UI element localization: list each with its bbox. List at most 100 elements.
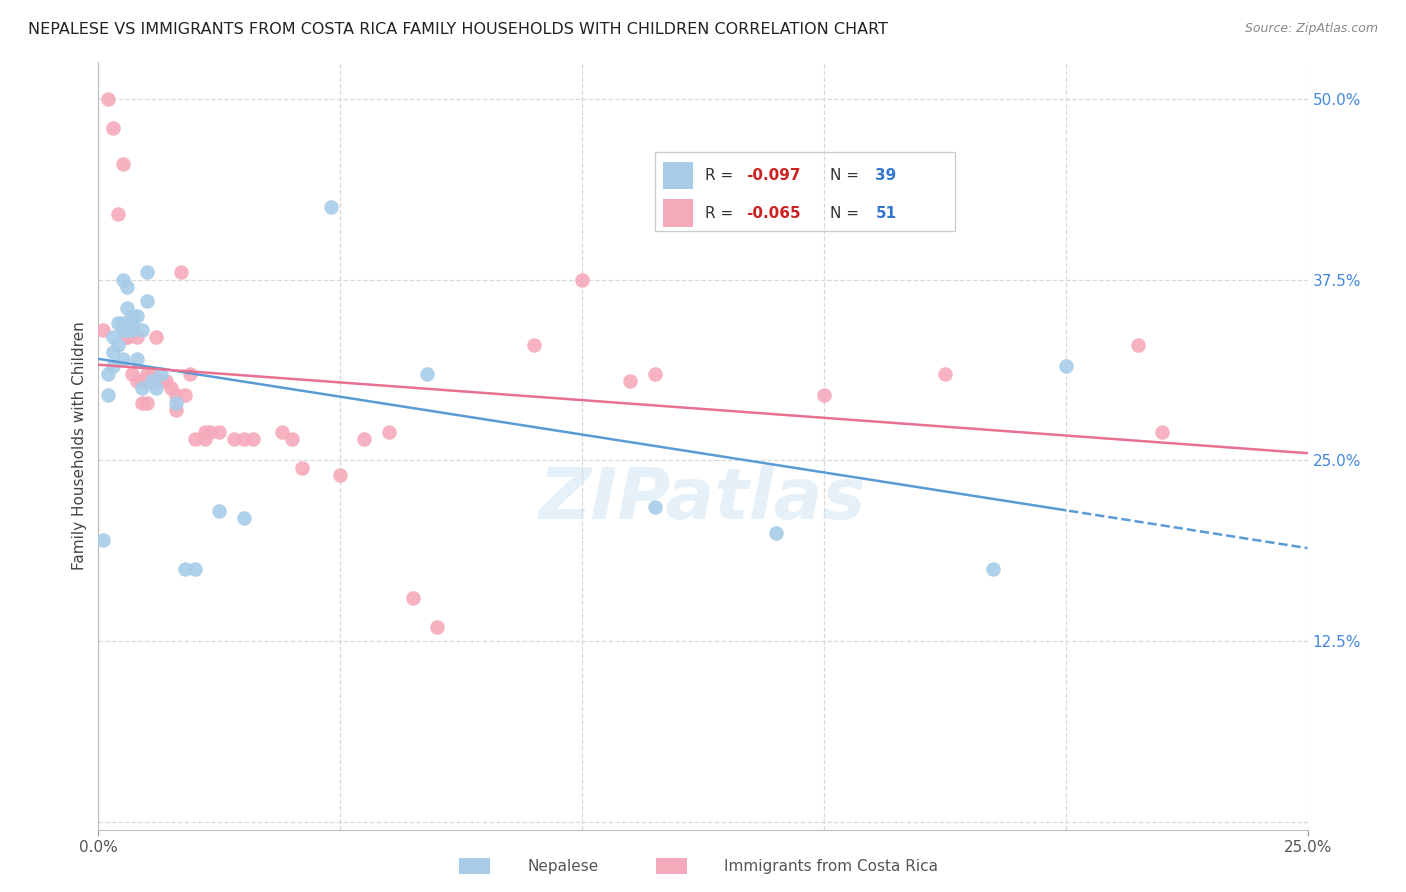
Point — [91, 533, 114, 547]
Bar — [655, 858, 688, 874]
Point — [141, 374, 163, 388]
Point — [145, 374, 167, 388]
Bar — [662, 161, 693, 189]
Point — [141, 367, 163, 381]
Point — [91, 323, 114, 337]
Point — [174, 562, 197, 576]
Point — [135, 294, 157, 309]
Point — [121, 367, 143, 381]
Point — [1054, 359, 1077, 374]
Point — [111, 323, 134, 337]
Point — [150, 367, 173, 381]
Point — [155, 374, 177, 388]
Point — [165, 402, 187, 417]
Point — [165, 388, 187, 402]
Point — [117, 323, 139, 337]
Text: -0.097: -0.097 — [747, 168, 801, 183]
Point — [117, 330, 139, 344]
Bar — [662, 200, 693, 227]
Point — [281, 432, 304, 446]
Point — [208, 425, 231, 439]
Point — [107, 316, 129, 330]
Text: NEPALESE VS IMMIGRANTS FROM COSTA RICA FAMILY HOUSEHOLDS WITH CHILDREN CORRELATI: NEPALESE VS IMMIGRANTS FROM COSTA RICA F… — [28, 22, 889, 37]
Point — [198, 425, 221, 439]
Point — [1128, 337, 1150, 351]
Point — [232, 432, 254, 446]
Point — [111, 352, 134, 367]
Point — [402, 591, 425, 605]
Point — [571, 272, 593, 286]
Text: Nepalese: Nepalese — [527, 859, 599, 873]
Point — [131, 381, 153, 395]
Text: Immigrants from Costa Rica: Immigrants from Costa Rica — [724, 859, 938, 873]
Point — [981, 562, 1004, 576]
Point — [145, 381, 167, 395]
Point — [135, 265, 157, 279]
Point — [145, 330, 167, 344]
Point — [353, 432, 375, 446]
Point — [111, 157, 134, 171]
Point — [174, 388, 197, 402]
Point — [426, 620, 449, 634]
Point — [117, 301, 139, 316]
Point — [111, 323, 134, 337]
Point — [131, 395, 153, 409]
Point — [232, 511, 254, 525]
Point — [160, 381, 183, 395]
Point — [131, 323, 153, 337]
Point — [165, 395, 187, 409]
Point — [97, 388, 120, 402]
Point — [169, 265, 191, 279]
Point — [117, 330, 139, 344]
Point — [644, 500, 666, 514]
Point — [111, 316, 134, 330]
Point — [101, 330, 124, 344]
Point — [813, 388, 835, 402]
Point — [131, 374, 153, 388]
Point — [97, 92, 120, 106]
Point — [319, 200, 342, 214]
Point — [184, 432, 207, 446]
Point — [127, 309, 149, 323]
Point — [127, 352, 149, 367]
Point — [127, 374, 149, 388]
Text: 51: 51 — [876, 206, 897, 221]
Y-axis label: Family Households with Children: Family Households with Children — [72, 322, 87, 570]
Point — [619, 374, 641, 388]
Point — [101, 120, 124, 135]
Point — [101, 345, 124, 359]
Text: -0.065: -0.065 — [747, 206, 801, 221]
Point — [121, 309, 143, 323]
Point — [222, 432, 245, 446]
Point — [184, 562, 207, 576]
Text: R =: R = — [704, 206, 738, 221]
Text: Source: ZipAtlas.com: Source: ZipAtlas.com — [1244, 22, 1378, 36]
Point — [934, 367, 956, 381]
Point — [121, 323, 143, 337]
Text: ZIPatlas: ZIPatlas — [540, 466, 866, 534]
Point — [107, 337, 129, 351]
Point — [416, 367, 439, 381]
Point — [194, 425, 217, 439]
Point — [101, 359, 124, 374]
Point — [117, 280, 139, 294]
Point — [107, 207, 129, 221]
Point — [271, 425, 294, 439]
Point — [1152, 425, 1174, 439]
Text: N =: N = — [831, 168, 865, 183]
Point — [523, 337, 546, 351]
Bar — [458, 858, 491, 874]
Point — [329, 467, 352, 482]
Point — [644, 367, 666, 381]
Point — [127, 330, 149, 344]
Point — [135, 367, 157, 381]
Point — [377, 425, 399, 439]
Point — [117, 323, 139, 337]
Point — [135, 395, 157, 409]
Point — [179, 367, 201, 381]
Point — [290, 460, 312, 475]
Point — [208, 504, 231, 518]
Point — [111, 272, 134, 286]
Text: N =: N = — [831, 206, 865, 221]
Text: 39: 39 — [876, 168, 897, 183]
